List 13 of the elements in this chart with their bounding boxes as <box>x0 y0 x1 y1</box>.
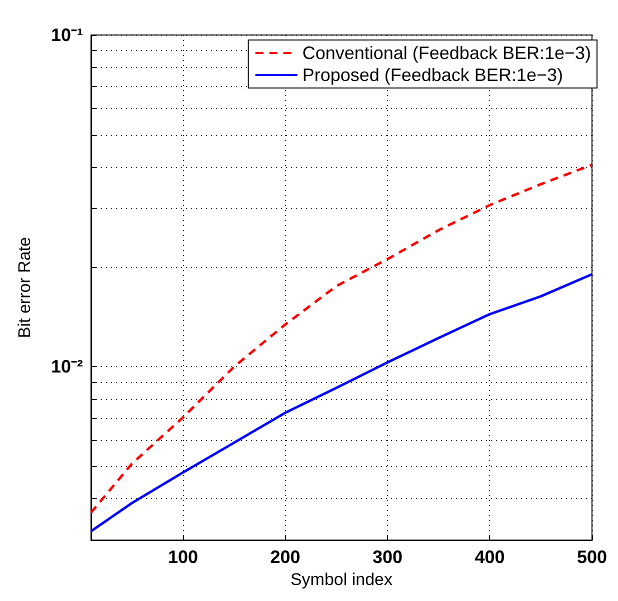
x-tick-label: 300 <box>372 547 403 568</box>
x-tick-label: 100 <box>168 547 198 568</box>
y-axis-title: Bit error Rate <box>15 237 34 338</box>
y-tick-label: 10⁻¹ <box>50 25 84 45</box>
x-tick-label: 500 <box>576 547 608 568</box>
y-tick-label: 10⁻² <box>50 356 84 377</box>
legend-label: Conventional (Feedback BER:1e−3) <box>302 43 592 63</box>
legend-label: Proposed (Feedback BER:1e−3) <box>302 65 563 85</box>
line-series <box>90 164 594 514</box>
x-tick-label: 400 <box>474 547 505 568</box>
x-axis-title: Symbol index <box>290 570 394 589</box>
x-tick-label: 200 <box>270 547 300 568</box>
line-series <box>90 272 594 533</box>
